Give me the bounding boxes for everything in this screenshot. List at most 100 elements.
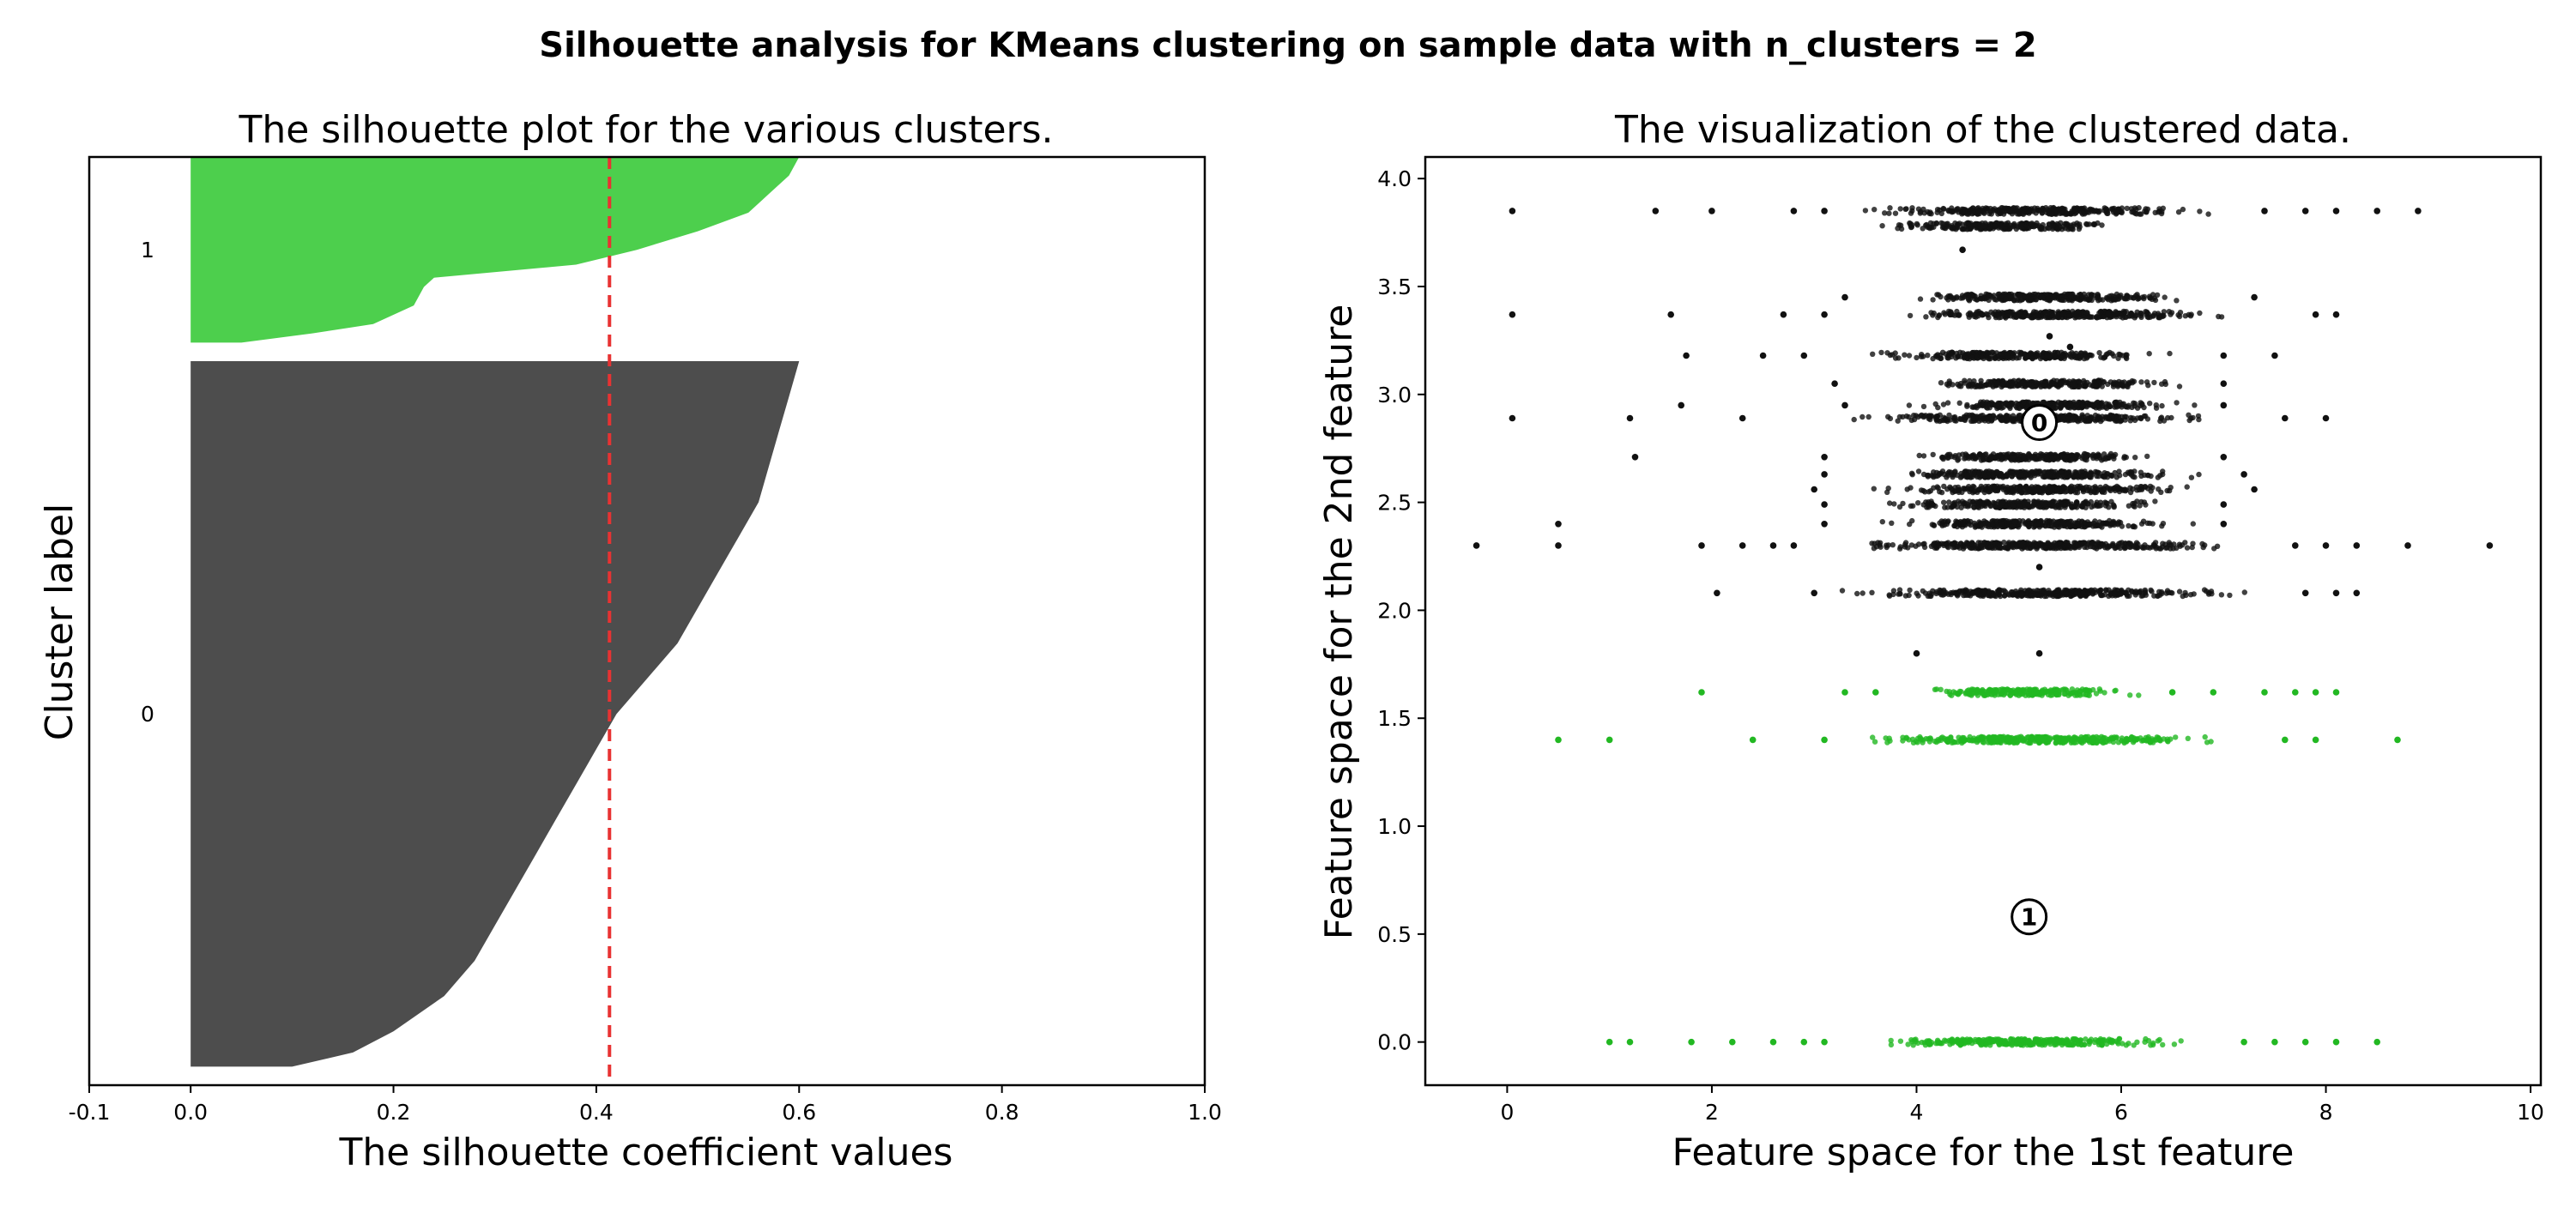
scatter-point (2071, 206, 2077, 212)
scatter-point (2159, 381, 2165, 387)
scatter-point (2065, 416, 2071, 422)
scatter-point (1999, 416, 2005, 423)
x-tick-label: 0.0 (173, 1100, 208, 1125)
scatter-point (2053, 453, 2059, 460)
scatter-point (2113, 588, 2119, 594)
scatter-point (2020, 210, 2026, 217)
scatter-point (1938, 489, 1945, 496)
scatter-point (2184, 545, 2191, 551)
scatter-point (1872, 689, 1879, 696)
scatter-point (2092, 486, 2099, 492)
scatter-point (2139, 544, 2145, 550)
scatter-point (2044, 517, 2050, 524)
scatter-point (2095, 293, 2101, 300)
scatter-point (1902, 540, 1909, 546)
scatter-point (2156, 588, 2162, 594)
scatter-point (1966, 351, 1972, 357)
scatter-point (1509, 311, 1516, 318)
scatter-point (1908, 210, 1914, 216)
scatter-point (2144, 379, 2150, 385)
scatter-point (1941, 417, 1947, 424)
scatter-point (2353, 542, 2361, 549)
scatter-point (2144, 416, 2151, 422)
scatter-point (2041, 383, 2047, 389)
scatter-point (2019, 591, 2025, 597)
scatter-point (1897, 591, 1903, 597)
scatter-point (2049, 382, 2055, 388)
scatter-point (2261, 689, 2268, 696)
scatter-point (1970, 381, 1976, 387)
scatter-point (2101, 690, 2107, 696)
scatter-point (1935, 404, 1941, 411)
scatter-point (2089, 453, 2095, 459)
scatter-point (2180, 206, 2186, 213)
silhouette-x-ticks: -0.1 0.0 0.2 0.4 0.6 0.8 1.0 (69, 1085, 1222, 1125)
scatter-point (2059, 380, 2065, 386)
scatter-point (2004, 474, 2010, 480)
scatter-point (1940, 205, 1946, 212)
scatter-point (1935, 354, 1941, 360)
scatter-point (2026, 488, 2032, 494)
scatter-point (2060, 223, 2066, 230)
scatter-point (2004, 453, 2011, 459)
scatter-point (2168, 485, 2174, 491)
scatter-point (2125, 383, 2131, 389)
scatter-point (2160, 312, 2166, 318)
scatter-point (2084, 454, 2090, 460)
scatter-point (1945, 518, 1951, 524)
scatter-point (2084, 487, 2090, 494)
scatter-point (1889, 520, 1895, 526)
scatter-point (2075, 473, 2081, 480)
scatter-point (2312, 689, 2319, 696)
scatter-point (2000, 499, 2006, 506)
scatter-point (1973, 523, 1980, 529)
scatter-point (2126, 313, 2132, 319)
scatter-point (2005, 382, 2011, 389)
scatter-point (2132, 455, 2138, 461)
scatter-point (2081, 314, 2087, 320)
scatter-point (2102, 483, 2109, 490)
scatter-point (2062, 456, 2068, 462)
scatter-point (2023, 353, 2029, 360)
scatter-point (2130, 415, 2136, 421)
scatter-point (2176, 588, 2183, 594)
scatter-point (1908, 485, 1914, 491)
scatter-point (1959, 498, 1966, 504)
scatter-point (2065, 692, 2071, 698)
scatter-point (2140, 518, 2147, 524)
scatter-point (2151, 379, 2157, 386)
scatter-point (2054, 226, 2061, 232)
scatter-point (2136, 692, 2142, 698)
scatter-point (2113, 310, 2119, 316)
scatter-point (2017, 298, 2023, 304)
scatter-point (1915, 468, 1922, 474)
scatter-point (2107, 293, 2113, 299)
scatter-point (2205, 211, 2211, 217)
scatter-point (1652, 208, 1660, 214)
scatter-point (2162, 381, 2168, 388)
scatter-point (2111, 379, 2118, 385)
scatter-point (2054, 519, 2060, 525)
scatter-point (2111, 453, 2117, 459)
scatter-point (2075, 541, 2082, 547)
scatter-point (1555, 542, 1562, 549)
scatter-point (2028, 350, 2034, 356)
scatter-point (2099, 489, 2106, 495)
scatter-point (2056, 294, 2062, 301)
scatter-point (1922, 413, 1929, 419)
scatter-point (1968, 518, 1974, 525)
scatter-point (1926, 504, 1932, 510)
scatter-point (1950, 689, 1956, 695)
scatter-point (1945, 383, 1951, 389)
scatter-point (2152, 209, 2158, 215)
scatter-point (2486, 542, 2494, 549)
scatter-point (2084, 588, 2090, 594)
scatter-point (1917, 296, 1924, 302)
scatter-point (2049, 456, 2055, 462)
scatter-point (2220, 454, 2228, 461)
scatter-point (1930, 297, 1936, 303)
scatter-point (2051, 353, 2058, 359)
scatter-point (2125, 295, 2131, 302)
scatter-point (2168, 414, 2174, 421)
scatter-point (2064, 470, 2070, 476)
